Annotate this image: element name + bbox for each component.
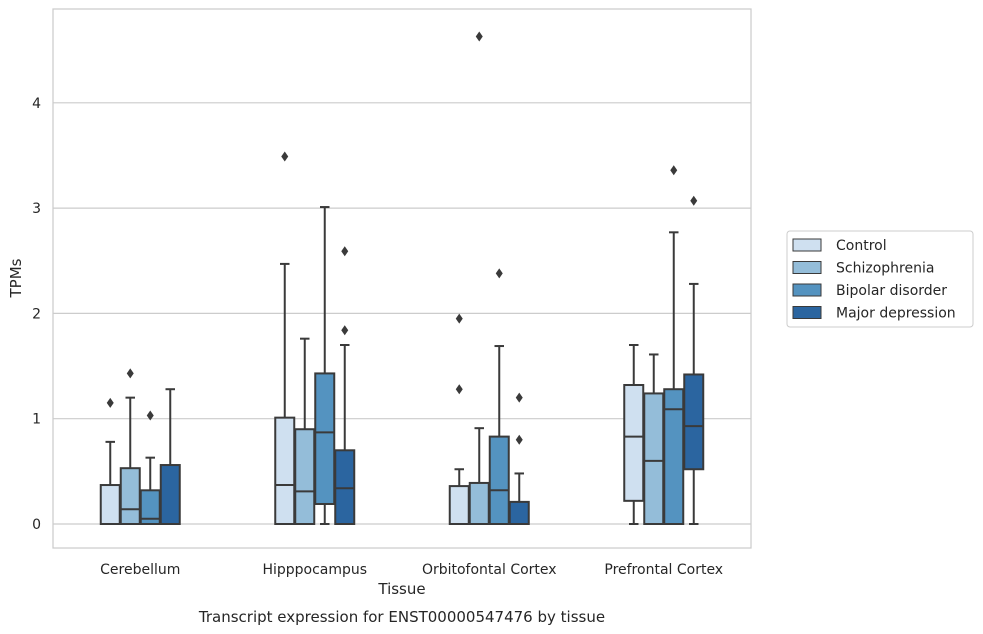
outlier-point	[670, 165, 678, 176]
box	[334, 246, 356, 526]
legend-swatch	[792, 283, 822, 297]
box	[314, 206, 336, 525]
outlier-point	[455, 313, 463, 324]
legend-items: Control Schizophrenia Bipolar disorder Majo…	[792, 238, 956, 322]
legend-swatch	[792, 261, 822, 274]
box	[139, 410, 161, 525]
box	[683, 195, 705, 525]
box-iqr	[643, 392, 665, 526]
outlier-point	[146, 410, 154, 421]
box-iqr	[488, 435, 510, 526]
outlier-point	[281, 151, 289, 162]
legend-label: Major depression	[836, 306, 956, 322]
x-tick-label: Prefrontal Cortex	[604, 562, 723, 578]
box	[99, 397, 121, 525]
box	[643, 353, 665, 526]
box	[468, 31, 490, 526]
box-iqr	[508, 500, 530, 525]
box	[274, 151, 296, 525]
figure-caption: Transcript expression for ENST0000054747…	[198, 608, 605, 626]
box	[448, 313, 470, 526]
box	[623, 343, 645, 525]
legend-swatch	[792, 238, 822, 252]
outlier-point	[106, 397, 114, 408]
boxes	[99, 31, 705, 526]
y-tick-label: 2	[32, 306, 41, 322]
x-tick-label: Orbitofontal Cortex	[422, 562, 557, 578]
outlier-point	[515, 434, 523, 445]
legend-label: Bipolar disorder	[836, 283, 947, 299]
box-iqr	[274, 416, 296, 525]
box-iqr	[119, 467, 141, 526]
outlier-point	[341, 246, 349, 257]
box-iqr	[448, 485, 470, 526]
box	[508, 392, 530, 525]
outlier-point	[341, 325, 349, 336]
legend-frame	[786, 230, 974, 328]
outlier-point	[126, 368, 134, 379]
box-iqr	[294, 428, 316, 526]
x-tick-label: Hipppocampus	[262, 562, 367, 578]
x-tick-labels: Cerebellum Hipppocampus Orbitofontal Corte…	[100, 562, 723, 578]
plot-frame	[52, 8, 752, 549]
y-tick-label: 1	[32, 412, 41, 428]
box	[119, 368, 141, 526]
y-tick-label: 3	[32, 201, 41, 217]
y-tick-label: 0	[32, 517, 41, 533]
outlier-point	[690, 195, 698, 206]
box-iqr	[159, 464, 181, 526]
legend-label: Schizophrenia	[836, 261, 934, 277]
box	[294, 337, 316, 526]
legend-label: Control	[836, 238, 887, 254]
box-iqr	[99, 484, 121, 525]
legend: Control Schizophrenia Bipolar disorder Majo…	[786, 230, 974, 328]
outlier-point	[515, 392, 523, 403]
y-tick-label: 4	[32, 96, 41, 112]
outlier-point	[475, 31, 483, 42]
x-axis-label: Tissue	[377, 580, 425, 598]
y-axis-label: TPMs	[7, 258, 25, 298]
box-iqr	[623, 384, 645, 502]
y-tick-labels: 0 1 2 3 4	[32, 96, 41, 533]
legend-swatch	[792, 306, 822, 319]
box	[488, 268, 510, 526]
box-iqr	[468, 481, 490, 526]
x-tick-label: Cerebellum	[100, 562, 180, 578]
box-iqr	[683, 373, 705, 471]
outlier-point	[455, 384, 463, 395]
box-iqr	[314, 372, 336, 505]
outlier-point	[495, 268, 503, 279]
box-iqr	[334, 449, 356, 526]
box	[159, 388, 181, 526]
box	[663, 165, 685, 525]
